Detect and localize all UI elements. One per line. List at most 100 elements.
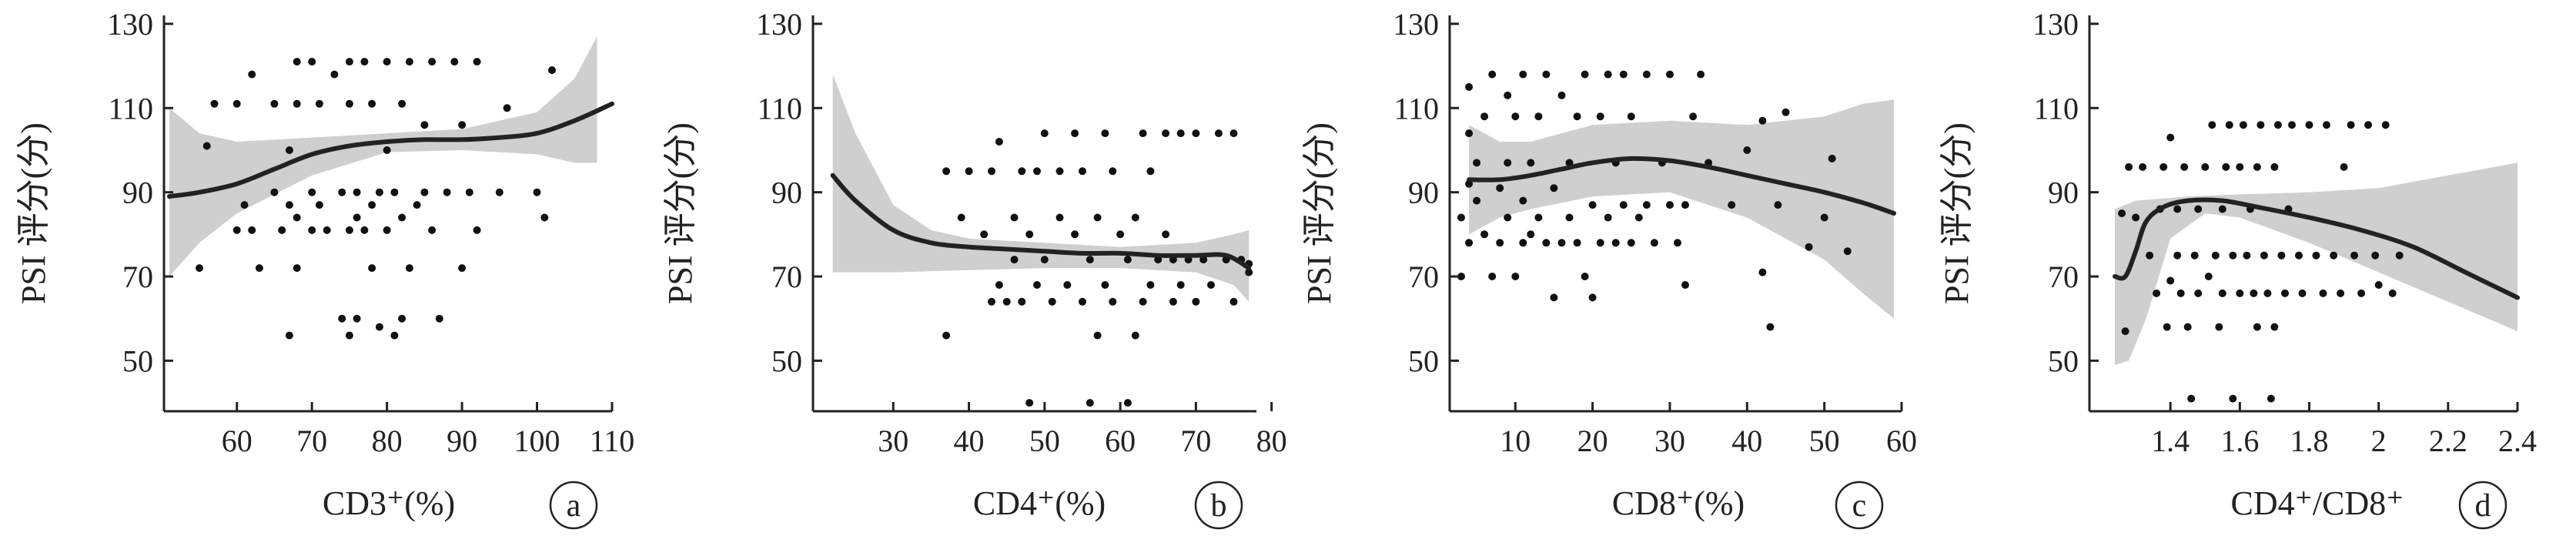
data-point xyxy=(1040,256,1049,264)
data-point xyxy=(285,331,293,340)
data-point xyxy=(345,99,353,108)
data-point xyxy=(1534,112,1543,121)
y-tick-label: 70 xyxy=(2048,260,2079,294)
data-point xyxy=(450,58,459,66)
data-point xyxy=(2173,205,2182,213)
data-point xyxy=(2281,289,2289,297)
data-point xyxy=(2263,289,2272,297)
data-point xyxy=(1139,129,1147,138)
data-point xyxy=(1473,196,1481,205)
data-point xyxy=(1033,167,1041,176)
data-point xyxy=(390,331,399,340)
data-point xyxy=(2146,251,2154,260)
data-point xyxy=(1025,230,1034,239)
data-point xyxy=(1634,213,1643,222)
data-point xyxy=(1496,239,1504,247)
data-point xyxy=(2312,251,2320,260)
y-tick-label: 130 xyxy=(2032,7,2079,42)
data-point xyxy=(368,99,376,108)
x-tick-label: 30 xyxy=(1654,424,1685,458)
data-point xyxy=(1666,201,1674,209)
x-tick-label: 2 xyxy=(2371,424,2387,458)
data-point xyxy=(1542,70,1551,79)
data-point xyxy=(1573,112,1581,121)
data-point xyxy=(1519,196,1527,205)
data-point xyxy=(285,146,293,154)
data-point xyxy=(345,226,353,234)
data-point xyxy=(293,99,301,108)
data-point xyxy=(1229,129,1238,138)
data-point xyxy=(2139,162,2147,171)
data-point xyxy=(428,226,437,234)
data-point xyxy=(2364,121,2373,129)
data-point xyxy=(2295,251,2303,260)
data-point xyxy=(2153,289,2161,297)
data-point xyxy=(1758,116,1767,125)
y-tick-label: 110 xyxy=(2033,91,2079,126)
data-point xyxy=(1093,213,1102,222)
data-point xyxy=(1162,230,1170,239)
data-point xyxy=(248,70,256,79)
data-point xyxy=(957,213,965,222)
data-point xyxy=(1619,70,1628,79)
data-point xyxy=(1109,167,1117,176)
data-point xyxy=(375,188,383,196)
fit-line xyxy=(2113,197,2520,300)
data-point xyxy=(2288,121,2296,129)
data-point xyxy=(1245,268,1253,276)
data-point xyxy=(248,226,256,234)
data-point xyxy=(293,264,301,273)
data-point xyxy=(2330,251,2338,260)
data-point xyxy=(353,213,361,222)
data-point xyxy=(965,167,973,176)
data-point xyxy=(2381,121,2390,129)
y-tick-label: 70 xyxy=(771,260,802,294)
data-point xyxy=(1465,83,1474,91)
data-point xyxy=(1619,201,1628,209)
data-point xyxy=(2118,209,2126,217)
data-point xyxy=(2260,251,2268,260)
data-point xyxy=(353,188,361,196)
data-point xyxy=(1674,239,1681,247)
data-point xyxy=(308,58,316,66)
data-point xyxy=(942,331,951,340)
x-tick-label: 60 xyxy=(1105,424,1136,458)
data-point xyxy=(420,188,429,196)
panel-a: 50 70 90 110 130 60 70 80 90 100 110 CD3⁺(%) PSI 评分(… xyxy=(15,7,634,530)
y-tick-label: 90 xyxy=(771,176,802,210)
data-point xyxy=(2257,121,2265,129)
data-point xyxy=(1010,256,1019,264)
data-point xyxy=(1048,297,1056,306)
data-point xyxy=(240,201,249,209)
data-point xyxy=(2319,289,2327,297)
data-point xyxy=(1627,239,1635,247)
data-point xyxy=(2347,121,2355,129)
x-tick-label: 80 xyxy=(372,424,403,458)
data-point xyxy=(988,167,995,176)
x-tick-label: 70 xyxy=(1180,424,1211,458)
data-point xyxy=(360,58,369,66)
y-tick-label: 130 xyxy=(1393,7,1439,42)
data-point xyxy=(2395,251,2404,260)
data-point xyxy=(233,226,241,234)
data-point xyxy=(1581,273,1589,280)
data-point xyxy=(323,226,331,234)
x-tick-label: 1.4 xyxy=(2151,424,2190,458)
data-point xyxy=(1496,184,1504,193)
x-tick-label: 80 xyxy=(1256,424,1287,458)
data-point xyxy=(1169,297,1177,306)
data-point xyxy=(1681,201,1689,209)
data-point xyxy=(1025,399,1034,407)
data-point xyxy=(2159,162,2168,171)
panel-label-circle xyxy=(1835,481,1884,530)
data-point xyxy=(1139,297,1147,306)
data-point xyxy=(2253,323,2261,331)
data-point xyxy=(1573,239,1581,247)
data-point xyxy=(495,188,503,196)
data-point xyxy=(345,331,353,340)
data-point xyxy=(315,201,323,209)
x-tick-label: 50 xyxy=(1029,424,1060,458)
data-point xyxy=(1093,331,1102,340)
y-tick-label: 110 xyxy=(1393,91,1439,126)
data-point xyxy=(2222,162,2230,171)
